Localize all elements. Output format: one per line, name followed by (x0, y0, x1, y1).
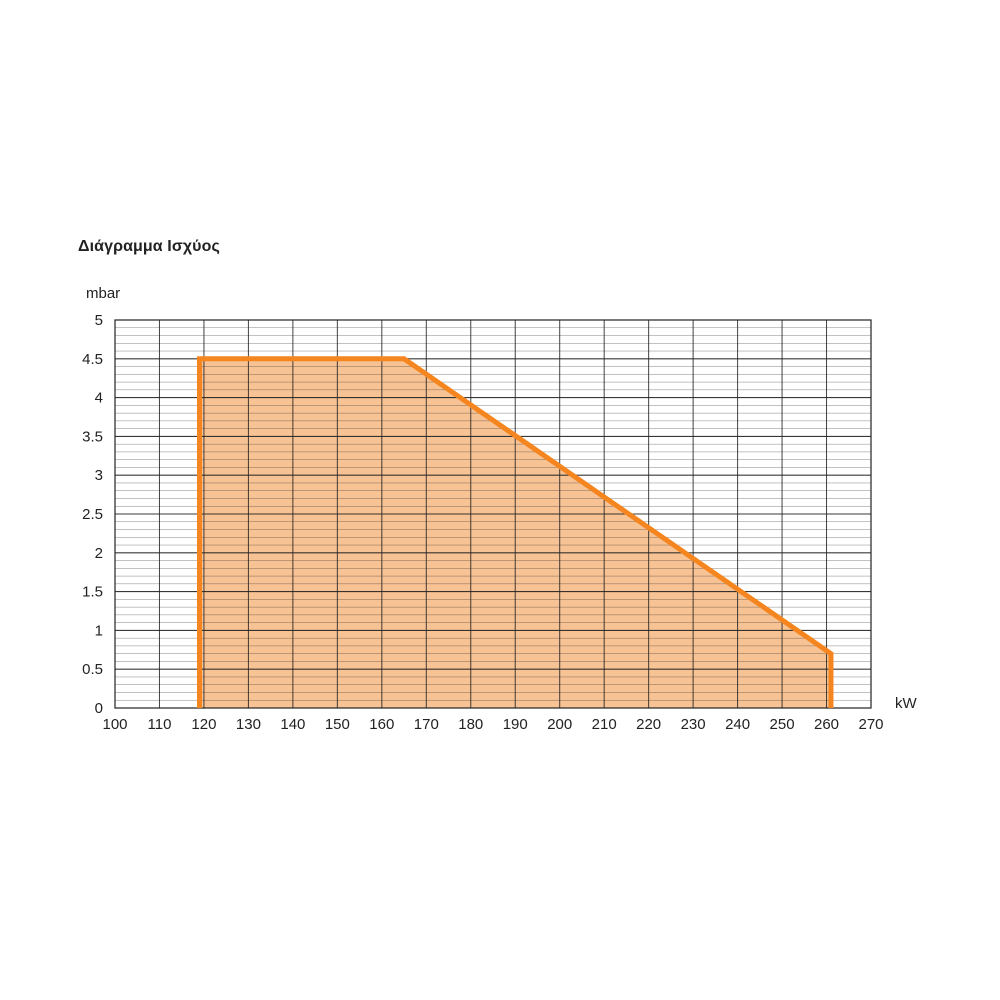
chart-title: Διάγραμμα Ισχύος (78, 238, 220, 255)
y-tick-label: 1 (95, 622, 103, 639)
x-tick-label: 150 (325, 716, 350, 733)
x-tick-label: 240 (725, 716, 750, 733)
x-tick-label: 160 (369, 716, 394, 733)
y-tick-label: 0.5 (82, 661, 103, 678)
x-tick-label: 100 (102, 716, 127, 733)
x-tick-label: 130 (236, 716, 261, 733)
y-axis-label: mbar (86, 285, 120, 302)
x-axis-label: kW (895, 695, 918, 712)
y-tick-label: 2.5 (82, 506, 103, 523)
x-tick-label: 200 (547, 716, 572, 733)
x-tick-label: 180 (458, 716, 483, 733)
y-tick-label: 3 (95, 467, 103, 484)
x-tick-label: 140 (280, 716, 305, 733)
y-tick-label: 0 (95, 700, 103, 717)
x-tick-label: 190 (503, 716, 528, 733)
x-tick-label: 230 (681, 716, 706, 733)
x-tick-label: 250 (770, 716, 795, 733)
x-tick-label: 110 (148, 716, 172, 733)
y-tick-label: 2 (95, 545, 103, 562)
y-tick-label: 4.5 (82, 351, 103, 368)
y-tick-label: 1.5 (82, 584, 103, 601)
x-tick-label: 220 (636, 716, 661, 733)
y-tick-label: 3.5 (82, 428, 103, 445)
x-tick-label: 170 (414, 716, 439, 733)
x-tick-label: 260 (814, 716, 839, 733)
operating-range-outline (196, 356, 834, 708)
plot-frame (114, 319, 872, 709)
x-tick-label: 120 (191, 716, 216, 733)
y-tick-label: 5 (95, 312, 103, 329)
y-tick-label: 4 (95, 390, 103, 407)
x-tick-label: 270 (858, 716, 883, 733)
x-tick-label: 210 (592, 716, 617, 733)
